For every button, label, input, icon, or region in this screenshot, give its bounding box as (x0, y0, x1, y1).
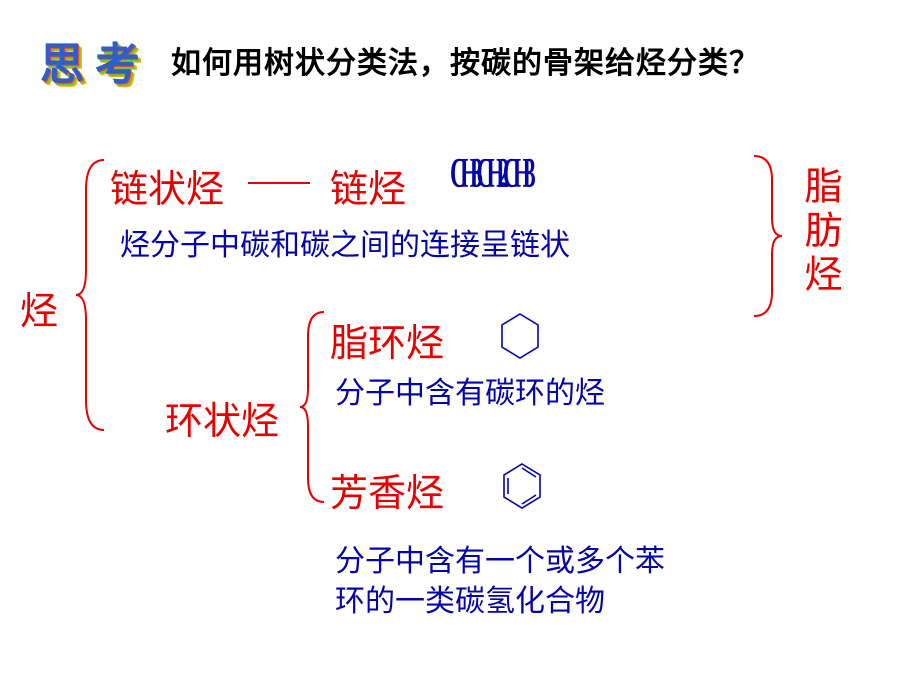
slide-header: 思 考 思 考 思 考 思 考 如何用树状分类法，按碳的骨架给烃分类？ (40, 28, 760, 92)
aromatic-description-line2: 环的一类碳氢化合物 (335, 576, 605, 620)
brace-main-left (76, 160, 110, 430)
tree-root: 烃 (20, 280, 58, 335)
alicyclic-description: 分子中含有碳环的烃 (335, 368, 605, 412)
chain-description: 烃分子中碳和碳之间的连接呈链状 (120, 220, 570, 264)
chain-formula: CH3CH2CH3 (450, 150, 529, 198)
node-alicyclic-name: 脂环烃 (330, 312, 444, 367)
hexagon-plain-icon (498, 312, 542, 360)
node-chain-alias: 链烃 (330, 158, 406, 213)
right-group-label: 脂肪烃 (792, 166, 847, 298)
dash-chain-alias (248, 182, 310, 184)
node-aromatic-name: 芳香烃 (330, 462, 444, 517)
header-question: 如何用树状分类法，按碳的骨架给烃分类？ (171, 38, 760, 82)
badge-sikao: 思 考 思 考 思 考 思 考 (40, 28, 139, 92)
hexagon-benzene-icon (500, 462, 544, 510)
brace-right (750, 156, 784, 316)
node-cyclic-name: 环状烃 (165, 390, 279, 445)
brace-cyclic-left (300, 312, 330, 502)
badge-layer-front: 思 考 (40, 40, 139, 89)
node-chain-name: 链状烃 (110, 158, 224, 213)
aromatic-description-line1: 分子中含有一个或多个苯 (335, 536, 665, 580)
